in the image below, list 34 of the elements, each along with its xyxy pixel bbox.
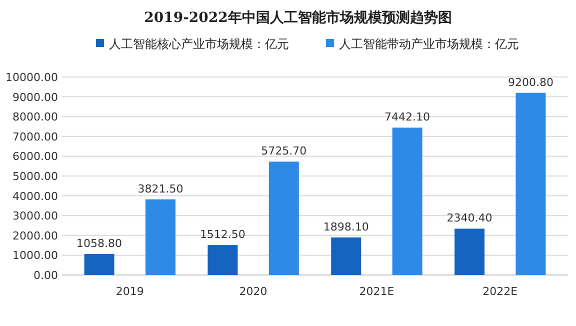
y-tick-label: 3000.00 [12, 210, 58, 223]
x-tick-label: 2022E [482, 285, 518, 298]
y-tick-label: 2000.00 [12, 229, 58, 242]
y-tick-label: 4000.00 [12, 190, 58, 203]
y-tick-label: 8000.00 [12, 110, 58, 124]
x-tick-label: 2019 [116, 285, 144, 298]
data-label: 5725.70 [261, 144, 307, 158]
bar [84, 254, 114, 275]
chart-title: 2019-2022年中国人工智能市场规模预测趋势图 [144, 9, 452, 26]
data-label: 7442.10 [384, 110, 430, 124]
y-tick-label: 6000.00 [12, 150, 58, 164]
bar [392, 128, 422, 275]
data-label: 2340.40 [446, 212, 492, 225]
legend-label: 人工智能核心产业市场规模：亿元 [109, 37, 289, 51]
bar [208, 245, 238, 275]
legend-label: 人工智能带动产业市场规模：亿元 [339, 37, 519, 51]
data-label: 1898.10 [323, 220, 369, 234]
bar [268, 162, 299, 275]
y-tick-label: 9000.00 [12, 90, 58, 104]
data-label: 9200.80 [508, 76, 554, 89]
bar [331, 237, 362, 275]
x-tick-label: 2020 [239, 285, 268, 298]
y-tick-label: 7000.00 [12, 130, 58, 144]
data-label: 3821.50 [138, 182, 184, 196]
y-tick-label: 1000.00 [12, 249, 58, 262]
x-tick-label: 2021E [359, 285, 394, 298]
bar [145, 199, 176, 275]
y-tick-label: 10000.00 [6, 71, 58, 84]
y-tick-label: 5000.00 [12, 170, 58, 183]
data-label: 1512.50 [200, 228, 246, 242]
y-tick-label: 0.00 [34, 269, 58, 282]
data-label: 1058.80 [76, 237, 122, 250]
bar [516, 92, 546, 275]
bar [454, 228, 485, 275]
